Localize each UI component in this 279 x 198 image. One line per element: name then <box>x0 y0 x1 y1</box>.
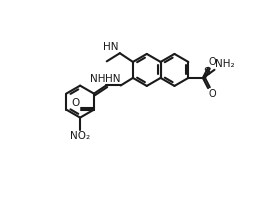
Text: NH₂: NH₂ <box>215 59 235 69</box>
Text: O: O <box>71 98 80 109</box>
Text: O: O <box>208 89 216 99</box>
Text: O: O <box>208 57 216 67</box>
Text: NO₂: NO₂ <box>70 131 90 141</box>
Text: S: S <box>203 67 210 77</box>
Text: HN: HN <box>104 42 119 52</box>
Text: NH: NH <box>90 74 105 84</box>
Text: HN: HN <box>105 74 120 84</box>
